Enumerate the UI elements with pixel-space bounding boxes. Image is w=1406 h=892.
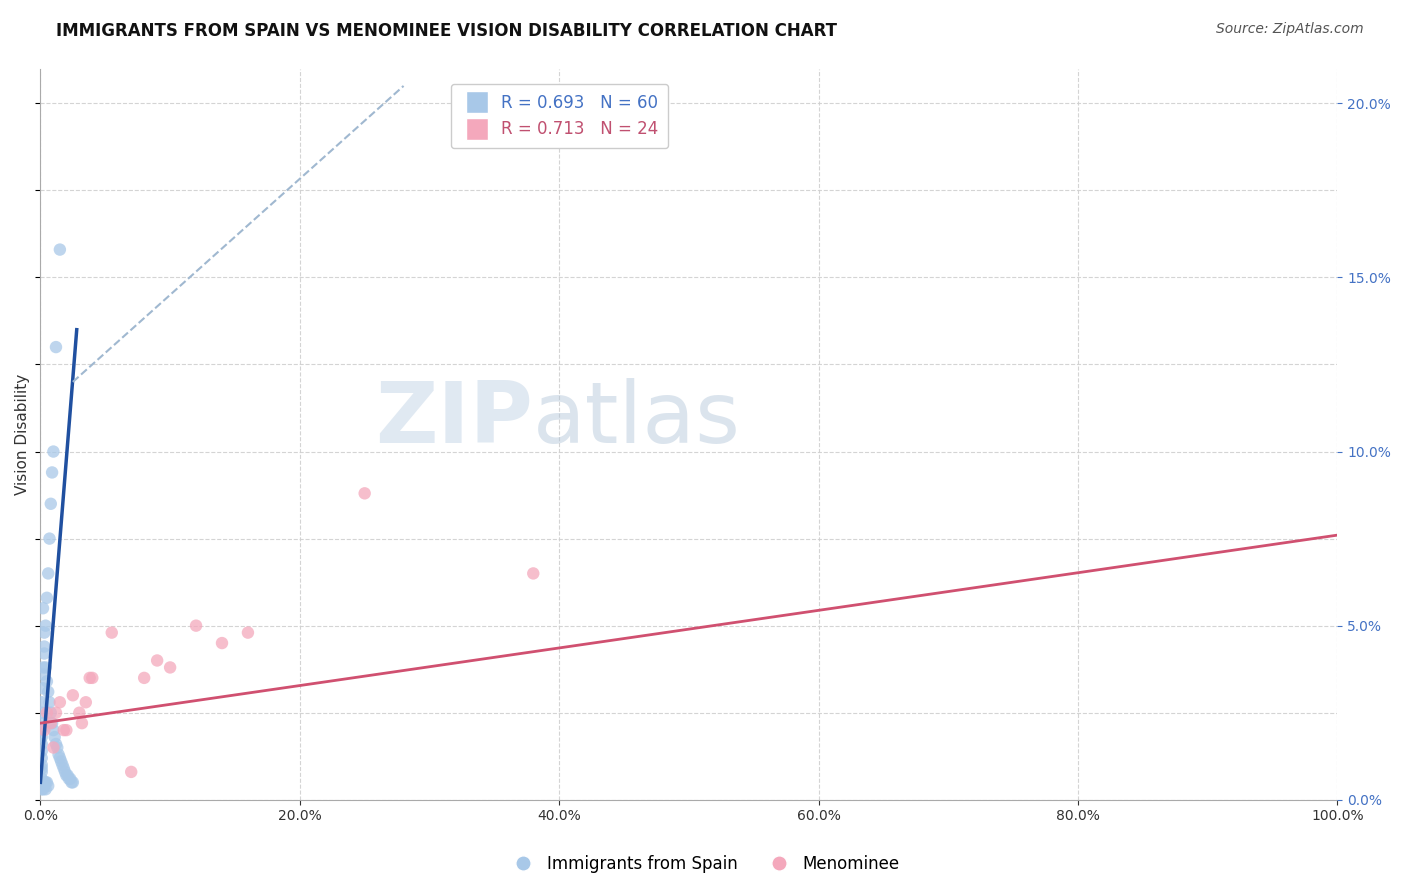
Text: IMMIGRANTS FROM SPAIN VS MENOMINEE VISION DISABILITY CORRELATION CHART: IMMIGRANTS FROM SPAIN VS MENOMINEE VISIO…	[56, 22, 837, 40]
Legend: R = 0.693   N = 60, R = 0.713   N = 24: R = 0.693 N = 60, R = 0.713 N = 24	[451, 84, 668, 148]
Point	[32, 681, 55, 696]
Point	[49, 695, 72, 709]
Y-axis label: Vision Disability: Vision Disability	[15, 374, 30, 495]
Point	[59, 772, 82, 786]
Point	[35, 591, 58, 605]
Point	[37, 779, 59, 793]
Point	[32, 667, 55, 681]
Point	[42, 444, 65, 458]
Point	[31, 758, 53, 772]
Point	[31, 751, 53, 765]
Point	[49, 751, 72, 765]
Point	[522, 566, 544, 581]
Point	[75, 695, 97, 709]
Point	[34, 775, 56, 789]
Point	[41, 716, 63, 731]
Point	[31, 761, 53, 775]
Legend: Immigrants from Spain, Menominee: Immigrants from Spain, Menominee	[501, 848, 905, 880]
Point	[31, 772, 53, 786]
Point	[62, 775, 84, 789]
Point	[34, 660, 56, 674]
Point	[146, 653, 169, 667]
Point	[34, 779, 56, 793]
Point	[34, 723, 56, 738]
Point	[39, 497, 62, 511]
Point	[34, 782, 56, 797]
Point	[45, 706, 67, 720]
Point	[211, 636, 233, 650]
Point	[35, 706, 58, 720]
Point	[31, 730, 53, 744]
Point	[31, 695, 53, 709]
Text: ZIP: ZIP	[375, 378, 533, 461]
Point	[32, 601, 55, 615]
Point	[79, 671, 101, 685]
Point	[134, 671, 156, 685]
Point	[70, 716, 93, 731]
Point	[159, 660, 181, 674]
Point	[55, 723, 77, 738]
Point	[82, 671, 104, 685]
Point	[31, 744, 53, 758]
Point	[34, 625, 56, 640]
Point	[35, 674, 58, 689]
Text: atlas: atlas	[533, 378, 741, 461]
Point	[32, 779, 55, 793]
Point	[53, 764, 76, 779]
Point	[32, 779, 55, 793]
Point	[31, 737, 53, 751]
Point	[52, 761, 75, 775]
Point	[62, 688, 84, 702]
Point	[31, 706, 53, 720]
Point	[39, 706, 62, 720]
Point	[37, 685, 59, 699]
Point	[58, 772, 80, 786]
Point	[45, 340, 67, 354]
Point	[60, 775, 83, 789]
Point	[42, 740, 65, 755]
Point	[45, 737, 67, 751]
Point	[34, 647, 56, 661]
Point	[56, 768, 79, 782]
Point	[41, 466, 63, 480]
Point	[46, 740, 69, 755]
Text: Source: ZipAtlas.com: Source: ZipAtlas.com	[1216, 22, 1364, 37]
Point	[353, 486, 375, 500]
Point	[32, 660, 55, 674]
Point	[100, 625, 122, 640]
Point	[34, 618, 56, 632]
Point	[31, 764, 53, 779]
Point	[34, 640, 56, 654]
Point	[49, 243, 72, 257]
Point	[32, 782, 55, 797]
Point	[120, 764, 142, 779]
Point	[52, 723, 75, 738]
Point	[42, 723, 65, 738]
Point	[31, 716, 53, 731]
Point	[48, 747, 70, 762]
Point	[35, 775, 58, 789]
Point	[39, 716, 62, 731]
Point	[37, 566, 59, 581]
Point	[34, 775, 56, 789]
Point	[44, 730, 66, 744]
Point	[51, 758, 73, 772]
Point	[51, 755, 73, 769]
Point	[38, 532, 60, 546]
Point	[38, 695, 60, 709]
Point	[236, 625, 259, 640]
Point	[184, 618, 207, 632]
Point	[31, 782, 53, 797]
Point	[67, 706, 90, 720]
Point	[55, 768, 77, 782]
Point	[31, 723, 53, 738]
